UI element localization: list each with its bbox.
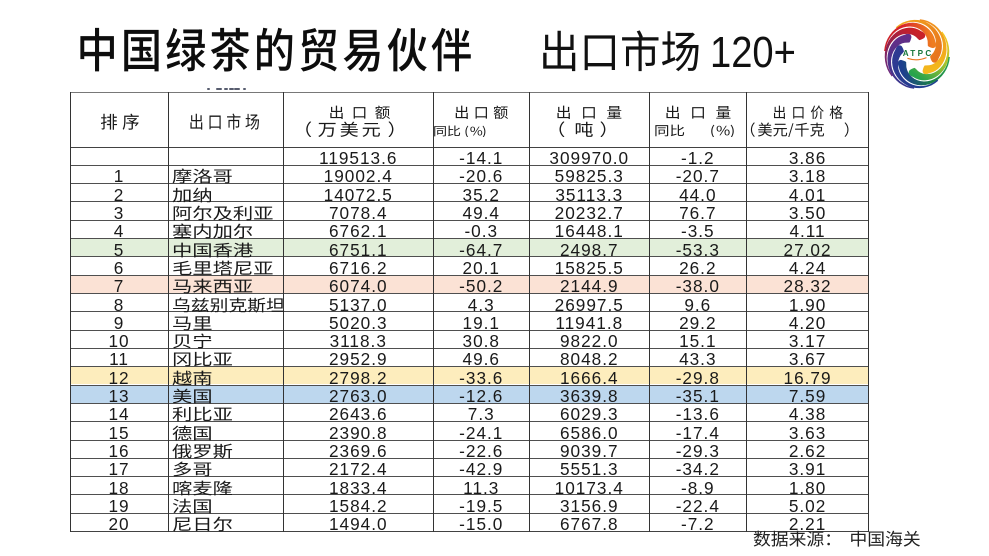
- svg-text:ATPC: ATPC: [903, 48, 932, 58]
